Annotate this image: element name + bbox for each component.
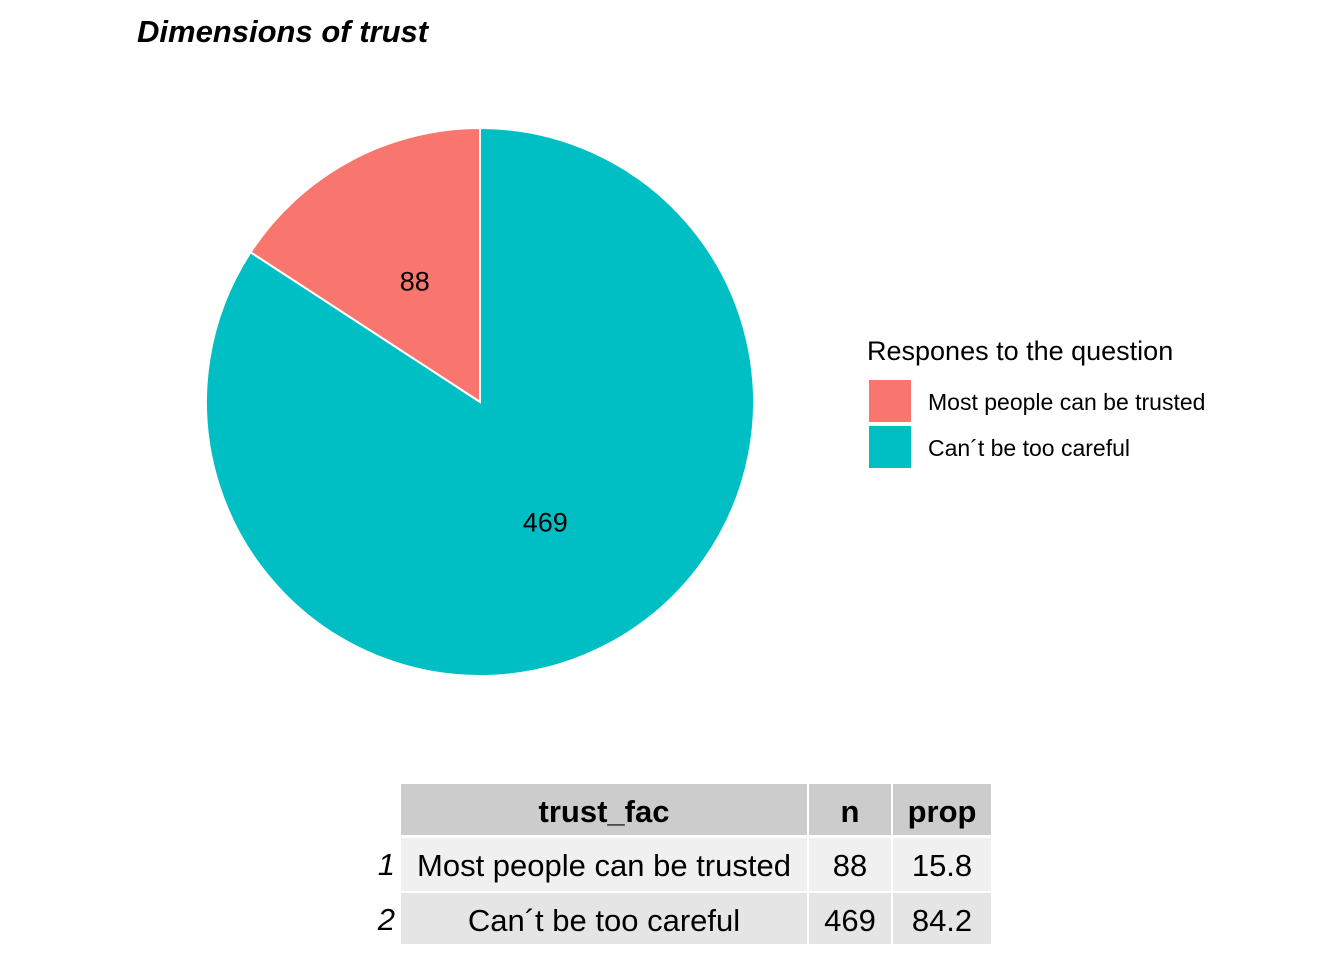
table-header-cell bbox=[893, 784, 991, 835]
chart-title: Dimensions of trust bbox=[137, 14, 430, 49]
legend-key-can-t-be-too-careful bbox=[869, 426, 911, 468]
table-cell-bg bbox=[893, 893, 991, 944]
table-header-trust-fac: trust_fac bbox=[539, 794, 670, 829]
pie-label-most-people-can-be-trusted: 88 bbox=[400, 267, 430, 297]
table-header-cell bbox=[401, 784, 807, 835]
table-cell-bg bbox=[809, 838, 891, 891]
table-cell-bg bbox=[401, 893, 807, 944]
summary-table: trust_fac n prop 1 Most people can be truste… bbox=[377, 784, 991, 944]
pie-label-can-t-be-too-careful: 469 bbox=[523, 507, 568, 537]
legend-title: Respones to the question bbox=[867, 336, 1173, 366]
legend-label-most-people-can-be-trusted: Most people can be trusted bbox=[928, 389, 1205, 415]
pie-slice-most-people-can-be-trusted bbox=[249, 126, 481, 404]
pie-slice-can-t-be-too-careful bbox=[205, 126, 755, 677]
table-cell: Can´t be too careful bbox=[468, 903, 740, 938]
table-cell: 84.2 bbox=[912, 903, 972, 938]
table-cell-bg bbox=[809, 893, 891, 944]
legend: Respones to the question Most people can… bbox=[867, 336, 1205, 468]
table-cell: 88 bbox=[833, 848, 867, 883]
table-cell-bg bbox=[893, 838, 991, 891]
table-rowname: 1 bbox=[378, 847, 395, 882]
table-cell: Most people can be trusted bbox=[417, 848, 791, 883]
table-cell: 15.8 bbox=[912, 848, 972, 883]
legend-key-most-people-can-be-trusted bbox=[869, 380, 911, 422]
pie-chart: 88 469 bbox=[205, 126, 755, 677]
table-rowname: 2 bbox=[377, 902, 395, 937]
table-cell-bg bbox=[401, 838, 807, 891]
table-cell: 469 bbox=[824, 903, 876, 938]
table-header-n: n bbox=[841, 794, 860, 829]
table-header-cell bbox=[809, 784, 891, 835]
table-header-prop: prop bbox=[908, 794, 977, 829]
legend-label-can-t-be-too-careful: Can´t be too careful bbox=[928, 435, 1130, 461]
